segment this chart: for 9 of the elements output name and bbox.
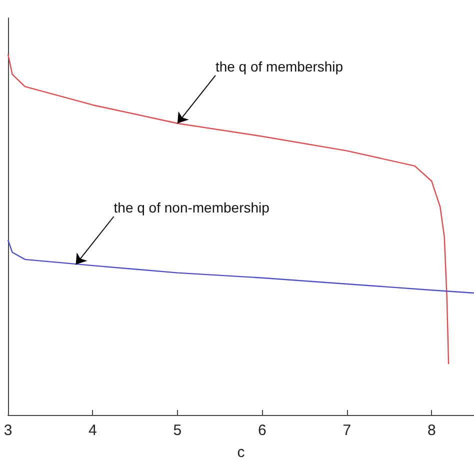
- x-axis-title: c: [237, 444, 246, 461]
- x-tick-label: 8: [427, 422, 436, 439]
- x-tick-label: 6: [258, 422, 266, 439]
- x-tick-label: 3: [4, 422, 12, 439]
- x-tick-label: 7: [342, 422, 352, 439]
- x-tick-label: 5: [173, 422, 182, 439]
- annotation: the q of membership: [215, 58, 344, 74]
- annotation: the q of non-membership: [114, 200, 270, 216]
- x-tick-label: 4: [88, 422, 97, 439]
